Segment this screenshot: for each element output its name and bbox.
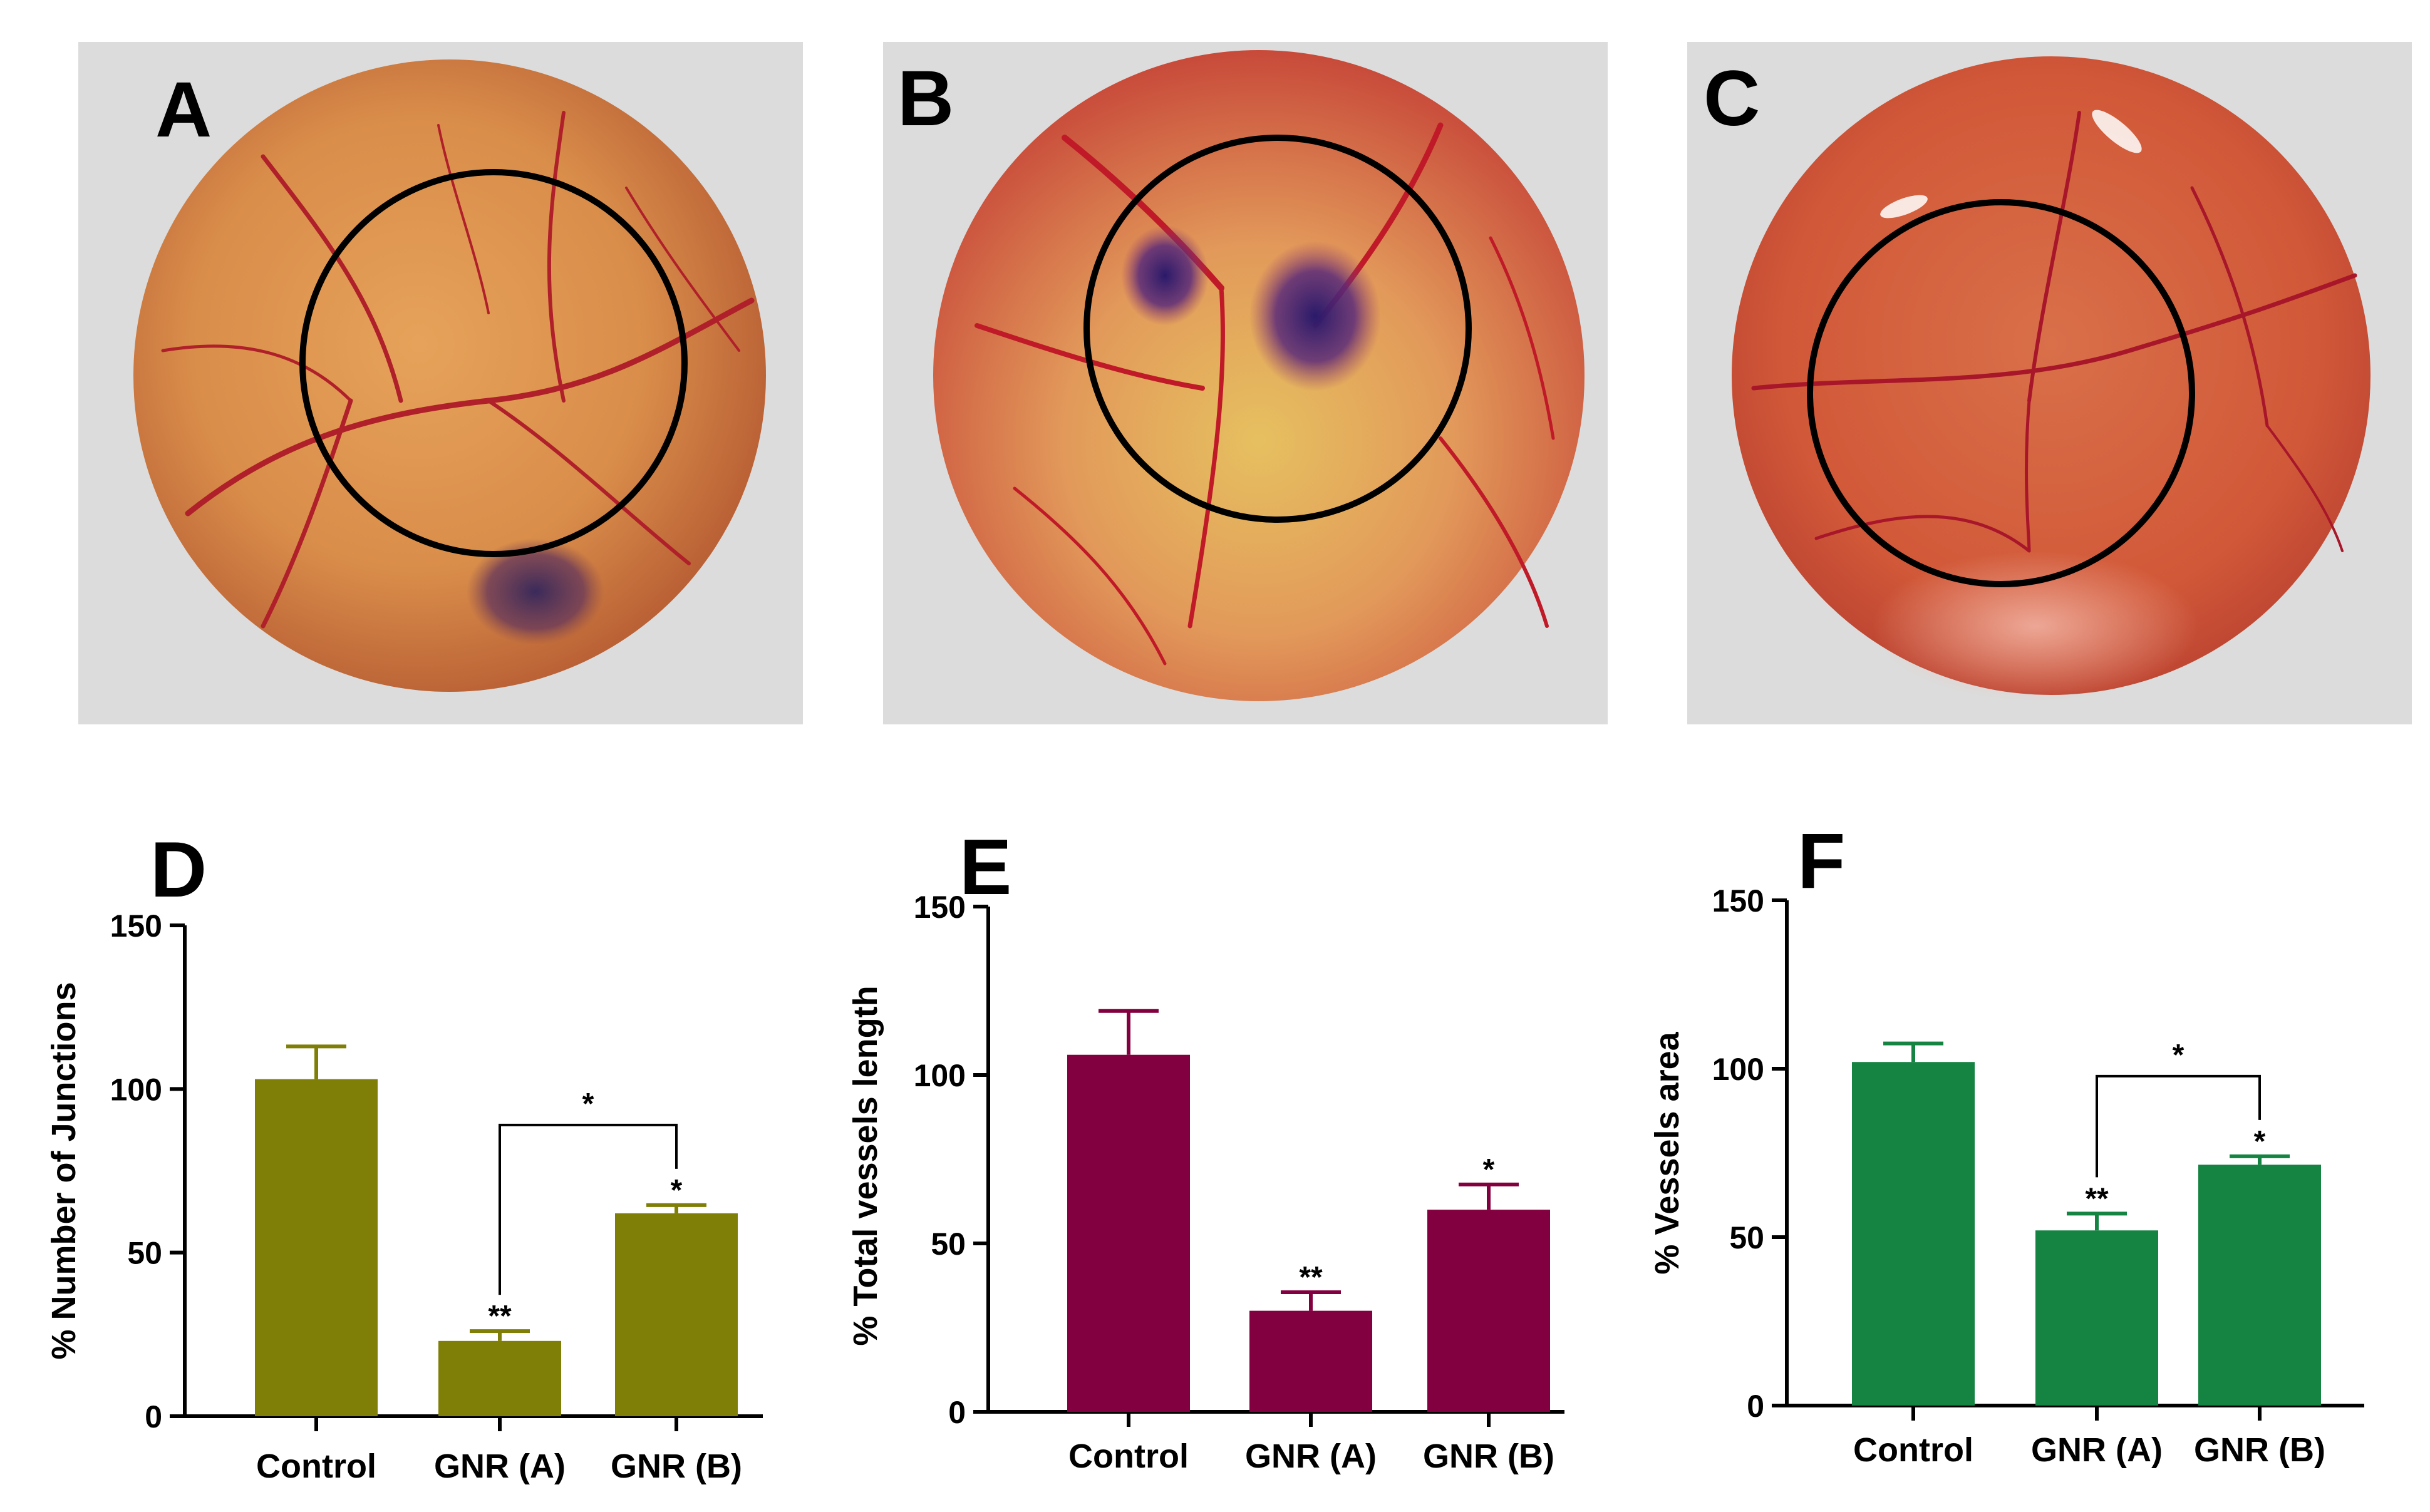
- bar-gnr-b: [2198, 1165, 2321, 1406]
- comparison-bracket: [2096, 1074, 2261, 1178]
- category-label: Control: [1853, 1431, 1973, 1469]
- significance-label: *: [1483, 1153, 1495, 1186]
- bar-gnr-b: [1427, 1210, 1550, 1412]
- y-tick-label: 150: [1712, 883, 1764, 918]
- bar-control: [1067, 1054, 1190, 1412]
- significance-label: **: [2085, 1182, 2109, 1215]
- category-label: GNR (B): [2194, 1431, 2325, 1469]
- y-axis-label: % Number of Junctions: [45, 982, 83, 1359]
- category-label: GNR (A): [434, 1448, 566, 1485]
- purple-spot: [1249, 241, 1381, 391]
- y-tick-label: 0: [145, 1399, 162, 1434]
- panel-letter: D: [150, 826, 207, 913]
- panel-letter: F: [1797, 818, 1845, 905]
- region-circle: [299, 169, 688, 557]
- region-circle: [1083, 135, 1472, 523]
- y-tick-label: 50: [127, 1236, 162, 1271]
- panel-letter: E: [959, 824, 1011, 911]
- photo-panel-a: A: [78, 42, 803, 724]
- bar-gnr-a: [438, 1340, 561, 1416]
- comparison-bracket: [499, 1123, 678, 1295]
- bar-gnr-a: [1249, 1310, 1372, 1412]
- photo-panel-c: C: [1687, 42, 2412, 724]
- y-tick-label: 100: [110, 1072, 162, 1107]
- y-tick-label: 50: [931, 1227, 966, 1262]
- panel-letter-a: A: [155, 66, 212, 153]
- category-label: GNR (B): [611, 1448, 742, 1485]
- category-label: GNR (B): [1423, 1437, 1554, 1475]
- category-label: Control: [1068, 1437, 1189, 1475]
- significance-label: *: [671, 1174, 683, 1207]
- dark-spot: [467, 538, 604, 645]
- significance-label: **: [1299, 1261, 1323, 1294]
- chart-e: E % Total vessels length 0 50 100 150 Control G…: [847, 824, 1564, 1475]
- y-tick-label: 150: [914, 890, 966, 925]
- y-tick-label: 150: [110, 908, 162, 944]
- category-label: Control: [256, 1448, 376, 1485]
- y-tick-label: 100: [914, 1058, 966, 1093]
- bar-gnr-b: [615, 1213, 738, 1416]
- chart-d: D % Number of Junctions 0 50 100 150 Control GN…: [45, 826, 763, 1485]
- panel-letter-c: C: [1704, 55, 1760, 142]
- category-label: GNR (A): [1245, 1437, 1377, 1475]
- blood-vessels: [1751, 111, 2357, 553]
- y-tick-label: 100: [1712, 1052, 1764, 1087]
- y-axis-label: % Vessels area: [1648, 1031, 1686, 1274]
- category-label: GNR (A): [2031, 1431, 2163, 1469]
- bar-control: [1852, 1062, 1975, 1406]
- reflection: [2092, 110, 2142, 153]
- bracket-significance-label: *: [582, 1088, 594, 1121]
- y-tick-label: 50: [1729, 1220, 1764, 1255]
- bar-gnr-a: [2035, 1230, 2158, 1406]
- significance-label: *: [2254, 1125, 2266, 1158]
- bracket-significance-label: *: [2173, 1039, 2184, 1072]
- egg-image: [133, 59, 766, 692]
- reflection: [1880, 195, 1928, 219]
- purple-spot: [1121, 225, 1209, 326]
- region-circle: [1807, 199, 2195, 587]
- y-tick-label: 0: [1747, 1389, 1764, 1424]
- significance-label: **: [488, 1300, 512, 1333]
- egg-image: [933, 50, 1585, 701]
- pale-patch: [1873, 551, 2198, 701]
- blood-vessels: [161, 111, 755, 629]
- bar-control: [255, 1079, 378, 1416]
- photo-panel-b: B: [883, 42, 1608, 724]
- y-axis-label: % Total vessels length: [847, 985, 884, 1345]
- panel-letter-b: B: [897, 55, 954, 142]
- y-tick-label: 0: [948, 1395, 966, 1430]
